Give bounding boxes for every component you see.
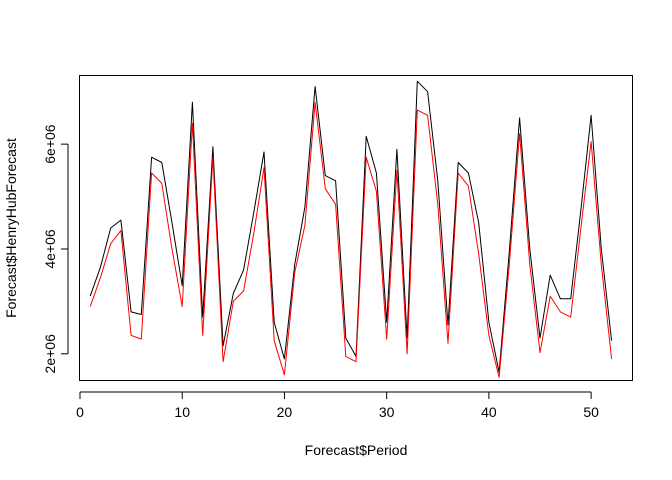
x-tick-label: 40 <box>481 404 497 420</box>
x-axis: 0 10 20 30 40 50 <box>76 391 599 420</box>
y-tick-label: 4e+06 <box>42 229 58 269</box>
y-tick-label: 2e+06 <box>42 334 58 374</box>
series-line-1 <box>89 80 613 373</box>
y-tick-label: 6e+06 <box>42 124 58 164</box>
y-axis: 2e+06 4e+06 6e+06 <box>42 124 69 374</box>
plot-box <box>79 75 633 381</box>
x-tick-label: 0 <box>76 404 84 420</box>
y-axis-title: Forecast$HenryHubForecast <box>3 138 19 318</box>
x-tick-label: 20 <box>277 404 293 420</box>
x-tick-label: 10 <box>174 404 190 420</box>
x-axis-title: Forecast$Period <box>305 442 408 458</box>
x-tick-label: 30 <box>379 404 395 420</box>
series-layer <box>89 80 613 378</box>
x-tick-label: 50 <box>583 404 599 420</box>
series-line-2 <box>89 101 613 378</box>
